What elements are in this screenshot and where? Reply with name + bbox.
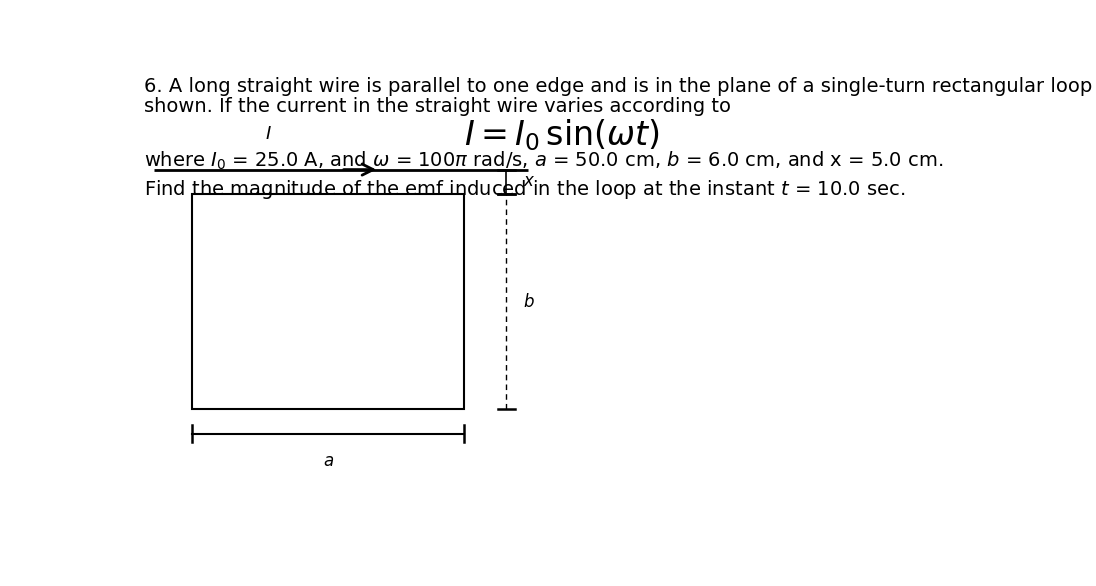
- Text: $b$: $b$: [524, 293, 535, 311]
- Text: $a$: $a$: [322, 452, 333, 469]
- Text: $x$: $x$: [524, 172, 536, 190]
- Text: $I$: $I$: [265, 124, 272, 142]
- Text: Find the magnitude of the emf induced in the loop at the instant $t$ = 10.0 sec.: Find the magnitude of the emf induced in…: [144, 178, 905, 201]
- Bar: [192, 195, 464, 409]
- Text: 6. A long straight wire is parallel to one edge and is in the plane of a single-: 6. A long straight wire is parallel to o…: [144, 77, 1096, 96]
- Text: shown. If the current in the straight wire varies according to: shown. If the current in the straight wi…: [144, 97, 731, 117]
- Text: where $I_0$ = 25.0 A, and $\omega$ = 100$\pi$ rad/s, $a$ = 50.0 cm, $b$ = 6.0 cm: where $I_0$ = 25.0 A, and $\omega$ = 100…: [144, 149, 943, 172]
- Text: $I = I_0\,\sin(\omega t)$: $I = I_0\,\sin(\omega t)$: [464, 118, 660, 154]
